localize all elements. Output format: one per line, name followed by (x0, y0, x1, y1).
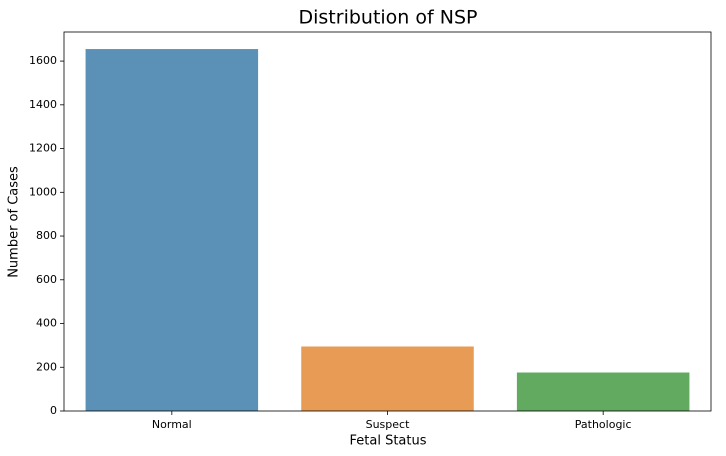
y-tick-label: 600 (36, 273, 57, 286)
bar (85, 49, 259, 411)
x-tick-label: Suspect (366, 418, 410, 431)
plot-frame (63, 31, 712, 412)
y-tick-label: 200 (36, 360, 57, 373)
bar (516, 372, 690, 411)
x-tick-label: Normal (152, 418, 192, 431)
y-axis-label: Number of Cases (7, 166, 22, 278)
y-tick-label: 1600 (29, 54, 57, 67)
y-tick-label: 0 (50, 404, 57, 417)
y-tick-label: 1200 (29, 142, 57, 155)
chart-title: Distribution of NSP (299, 7, 478, 29)
bar (301, 346, 474, 411)
y-tick-label: 400 (36, 317, 57, 330)
x-tick-label: Pathologic (575, 418, 632, 431)
x-axis-label: Fetal Status (350, 434, 427, 449)
y-tick-label: 800 (36, 229, 57, 242)
y-tick-label: 1000 (29, 185, 57, 198)
y-tick-label: 1400 (29, 98, 57, 111)
